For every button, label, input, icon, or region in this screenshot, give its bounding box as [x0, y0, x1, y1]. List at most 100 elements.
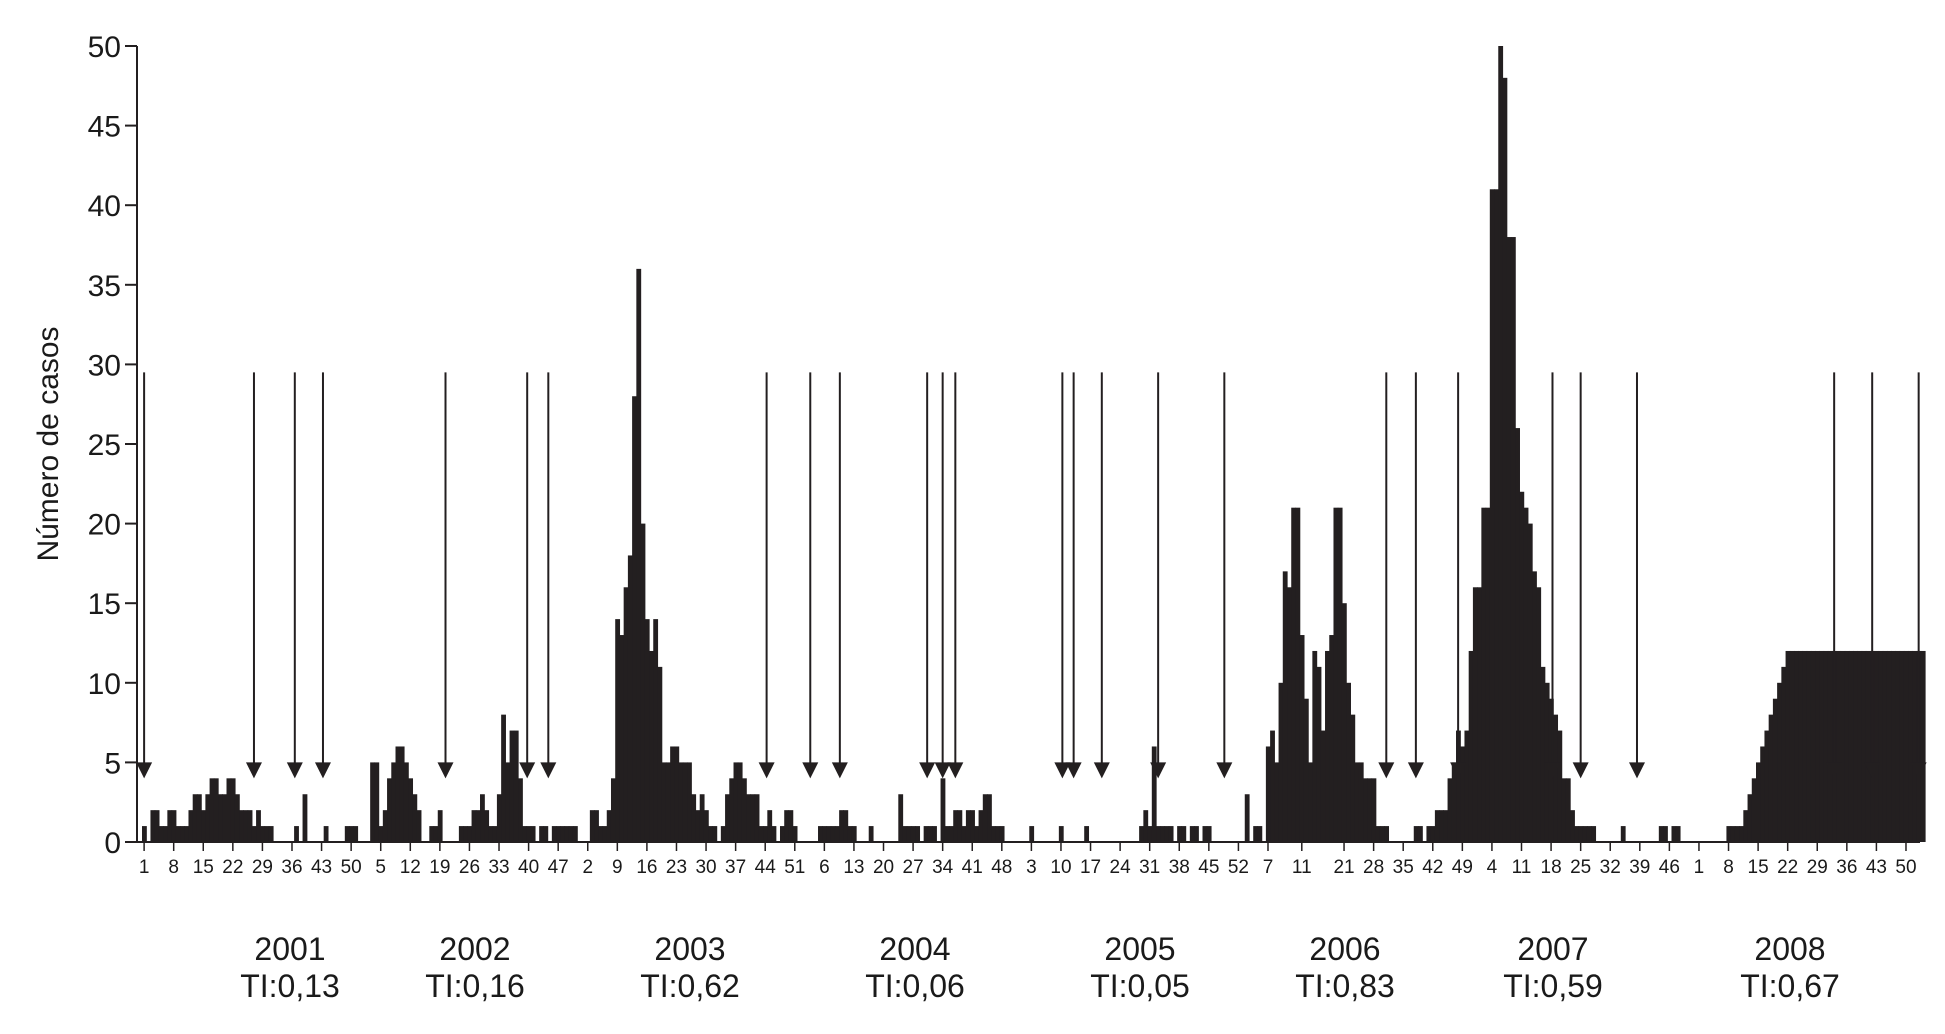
- bar: [598, 826, 604, 842]
- vaccination-arrow: [1910, 372, 1927, 779]
- bar: [691, 794, 697, 842]
- bar: [843, 810, 849, 842]
- bar: [682, 762, 688, 842]
- y-tick-label: 0: [104, 827, 121, 860]
- vaccination-arrow: [136, 372, 153, 779]
- bar: [1147, 826, 1153, 842]
- bar: [729, 778, 735, 842]
- bar: [416, 810, 422, 842]
- x-tick-label: 9: [612, 857, 623, 878]
- bar: [720, 826, 726, 842]
- bar: [619, 635, 625, 842]
- bar: [699, 794, 705, 842]
- x-tick-label: 43: [311, 857, 332, 878]
- bar: [665, 762, 671, 842]
- period-ti-label: TI:0,16: [425, 968, 525, 1004]
- bar: [678, 762, 684, 842]
- bar: [1540, 666, 1546, 842]
- bar: [944, 826, 950, 842]
- bar: [763, 826, 768, 842]
- bar: [927, 826, 933, 842]
- bar: [1848, 650, 1854, 842]
- period-ti-label: TI:0,13: [240, 968, 340, 1004]
- x-tick-label: 31: [1139, 857, 1160, 878]
- bar: [644, 619, 650, 842]
- bar: [965, 810, 971, 842]
- bar: [1464, 730, 1470, 842]
- y-tick-label: 15: [88, 588, 121, 621]
- bar: [851, 826, 857, 842]
- x-tick-label: 10: [1050, 857, 1071, 878]
- x-tick-label: 5: [375, 857, 386, 878]
- vaccination-arrow: [1093, 372, 1110, 779]
- x-tick-label: 1: [139, 857, 150, 878]
- bar: [674, 746, 680, 842]
- vaccination-arrow: [1572, 372, 1589, 779]
- bar: [488, 826, 494, 842]
- bar: [834, 826, 840, 842]
- x-tick-label: 38: [1169, 857, 1190, 878]
- bar: [1443, 810, 1449, 842]
- x-tick-label: 27: [903, 857, 924, 878]
- bar: [602, 826, 608, 842]
- bar: [695, 810, 701, 842]
- bar: [247, 810, 253, 842]
- bar: [750, 794, 756, 842]
- bars-layer: [142, 46, 1926, 843]
- period-year-label: 2005: [1104, 931, 1175, 967]
- bar: [594, 810, 599, 842]
- bar: [847, 826, 853, 842]
- x-tick-label: 32: [1600, 857, 1621, 878]
- bar: [649, 650, 654, 842]
- bar: [987, 794, 992, 842]
- bar: [818, 826, 823, 842]
- period-year-label: 2001: [254, 931, 325, 967]
- bar: [412, 794, 418, 842]
- bar: [1553, 714, 1559, 842]
- bar: [163, 826, 168, 842]
- y-tick-label: 25: [88, 429, 121, 462]
- x-tick-label: 22: [1777, 857, 1798, 878]
- bar: [1350, 714, 1356, 842]
- x-tick-label: 46: [1659, 857, 1680, 878]
- x-tick-label: 23: [666, 857, 687, 878]
- x-tick-label: 3: [1026, 857, 1037, 878]
- vaccination-arrow: [1826, 372, 1843, 779]
- bar: [1523, 507, 1529, 842]
- bar: [610, 778, 616, 842]
- bar: [1730, 826, 1736, 842]
- x-tick-label: 20: [873, 857, 894, 878]
- bar: [661, 762, 667, 842]
- bar: [1329, 635, 1335, 842]
- bar: [1358, 762, 1364, 842]
- bar: [496, 794, 502, 842]
- bar: [370, 762, 375, 842]
- x-tick-label: 8: [1723, 857, 1734, 878]
- period-year-label: 2008: [1754, 931, 1825, 967]
- bar: [1658, 826, 1664, 842]
- bar: [492, 826, 498, 842]
- bar: [1312, 650, 1318, 842]
- bar: [180, 826, 185, 842]
- bar: [1806, 650, 1812, 842]
- bar: [1515, 428, 1520, 842]
- bar: [1489, 189, 1495, 842]
- bar: [344, 826, 350, 842]
- x-tick-label: 8: [168, 857, 179, 878]
- bar: [1874, 650, 1880, 842]
- bar: [1726, 826, 1732, 842]
- bar: [150, 810, 156, 842]
- bar: [1265, 746, 1271, 842]
- bar: [792, 826, 798, 842]
- bar: [1194, 826, 1199, 842]
- bar: [1772, 698, 1778, 842]
- bar: [1375, 826, 1381, 842]
- bar: [475, 810, 481, 842]
- bar: [1891, 650, 1897, 842]
- bar: [374, 762, 380, 842]
- bar: [1139, 826, 1144, 842]
- bar: [378, 826, 384, 842]
- x-tick-label: 2: [582, 857, 593, 878]
- bar: [1434, 810, 1440, 842]
